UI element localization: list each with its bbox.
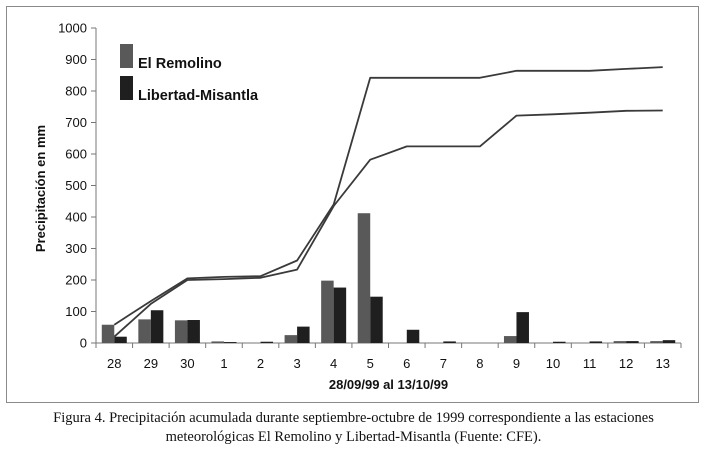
bar-libertad-misantla [406,329,420,343]
bar-libertad-misantla [589,341,603,343]
x-tick-label: 3 [293,356,300,371]
x-tick-label: 12 [619,356,633,371]
bar-el-remolino [321,280,334,343]
bar-libertad-misantla [626,341,639,343]
caption-line-2: meteorológicas El Remolino y Libertad-Mi… [165,429,542,445]
y-tick-label: 700 [65,115,87,130]
bar-el-remolino [211,341,224,343]
caption-line-1: Figura 4. Precipitación acumulada durant… [53,410,654,426]
bar-el-remolino [101,324,115,343]
y-tick-label: 1000 [58,21,87,36]
bar-el-remolino [284,335,298,343]
bar-libertad-misantla [223,342,237,343]
bar-el-remolino [174,320,188,343]
chart-lines [113,66,663,338]
bar-libertad-misantla [114,336,127,343]
legend-swatch [120,44,133,68]
y-tick-label: 200 [65,273,87,288]
x-tick-label: 4 [330,356,337,371]
bar-libertad-misantla [370,296,383,343]
bar-libertad-misantla [333,287,347,343]
bar-libertad-misantla [553,341,566,343]
figure-caption: Figura 4. Precipitación acumulada durant… [0,409,707,447]
x-tick-label: 2 [257,356,264,371]
bar-el-remolino [138,319,151,343]
x-tick-label: 9 [513,356,520,371]
cumulative-line-libertad-misantla [113,109,663,338]
bar-el-remolino [503,336,517,343]
y-tick-label: 900 [65,52,87,67]
bar-libertad-misantla [187,320,200,343]
y-tick-label: 100 [65,304,87,319]
bar-el-remolino [613,341,627,343]
y-tick-label: 800 [65,84,87,99]
x-tick-label: 28 [107,356,121,371]
chart-legend: El Remolino Libertad-Misantla [120,44,259,104]
y-tick-label: 300 [65,241,87,256]
figure-frame [6,6,699,403]
x-tick-label: 30 [180,356,194,371]
legend-label: Libertad-Misantla [138,88,259,104]
x-axis-title: 28/09/99 al 13/10/99 [329,377,448,392]
y-tick-label: 0 [80,336,87,351]
x-tick-label: 1 [220,356,227,371]
cumulative-line-el-remolino [113,66,663,326]
bar-libertad-misantla [150,310,164,343]
x-tick-label: 10 [546,356,560,371]
y-tick-label: 600 [65,147,87,162]
legend-swatch [120,76,133,100]
x-tick-label: 13 [655,356,669,371]
bar-libertad-misantla [662,340,676,343]
bar-libertad-misantla [297,326,310,343]
y-axis-title: Precipitación en mm [33,125,48,252]
y-tick-label: 500 [65,178,87,193]
x-tick-label: 7 [440,356,447,371]
x-tick-label: 8 [476,356,483,371]
x-tick-label: 6 [403,356,410,371]
y-tick-label: 400 [65,210,87,225]
legend-label: El Remolino [138,56,222,72]
bar-libertad-misantla [443,341,456,343]
bar-libertad-misantla [516,312,529,343]
x-tick-label: 11 [583,356,597,371]
bar-el-remolino [650,341,663,343]
bar-libertad-misantla [260,341,274,343]
x-tick-label: 29 [144,356,158,371]
x-tick-label: 5 [367,356,374,371]
chart-bars [101,213,676,343]
bar-el-remolino [357,213,371,343]
